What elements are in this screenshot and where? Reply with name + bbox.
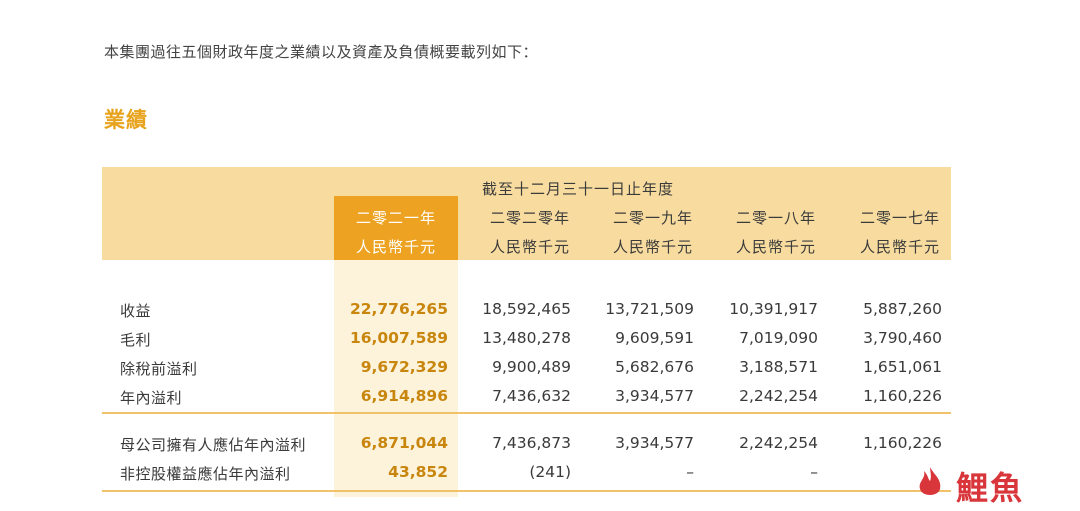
period-header: 截至十二月三十一日止年度 — [481, 180, 674, 198]
table-cell: 7,019,090 — [739, 329, 818, 347]
fire-icon — [919, 467, 941, 495]
row-label: 收益 — [120, 302, 152, 320]
table-cell: 5,887,260 — [863, 300, 942, 318]
col-header-year: 二零二一年 — [355, 209, 436, 227]
table-cell: 18,592,465 — [482, 300, 571, 318]
table-cell: (241) — [529, 463, 571, 481]
row-label: 母公司擁有人應佔年內溢利 — [120, 436, 307, 454]
table-cell: 13,721,509 — [605, 300, 694, 318]
row-label: 毛利 — [120, 331, 152, 349]
col-header-year: 二零二零年 — [489, 209, 570, 227]
col-header-year: 二零一七年 — [859, 209, 940, 227]
section-title: 業績 — [104, 108, 148, 132]
row-label: 非控股權益應佔年內溢利 — [120, 465, 291, 483]
table-cell: 9,672,329 — [360, 358, 448, 376]
table-cell: 10,391,917 — [729, 300, 818, 318]
table-cell: 7,436,632 — [492, 387, 571, 405]
table-cell: 6,914,896 — [360, 387, 448, 405]
table-cell: 1,651,061 — [863, 358, 942, 376]
watermark: 鯉魚 — [910, 463, 1060, 507]
intro-text: 本集團過往五個財政年度之業績以及資產及負債概要載列如下： — [104, 43, 539, 61]
col-header-unit: 人民幣千元 — [355, 238, 436, 256]
table-cell: 43,852 — [388, 463, 448, 481]
table-cell: – — [686, 463, 694, 481]
table-cell: 9,609,591 — [615, 329, 694, 347]
table-bottom-rule — [102, 490, 951, 492]
col-header-unit: 人民幣千元 — [489, 238, 570, 256]
table-cell: 3,188,571 — [739, 358, 818, 376]
table-cell: 1,160,226 — [863, 387, 942, 405]
col-header-year: 二零一九年 — [612, 209, 693, 227]
col-header-unit: 人民幣千元 — [735, 238, 816, 256]
table-cell: 13,480,278 — [482, 329, 571, 347]
row-label: 除稅前溢利 — [120, 360, 198, 378]
table-cell: 9,900,489 — [492, 358, 571, 376]
table-cell: 5,682,676 — [615, 358, 694, 376]
table-cell: 7,436,873 — [492, 434, 571, 452]
table-header-band — [102, 167, 951, 260]
table-divider — [102, 412, 951, 414]
table-cell: 2,242,254 — [739, 434, 818, 452]
col-header-unit: 人民幣千元 — [859, 238, 940, 256]
table-cell: 3,934,577 — [615, 387, 694, 405]
table-cell: 6,871,044 — [360, 434, 448, 452]
col-header-year: 二零一八年 — [735, 209, 816, 227]
row-label: 年內溢利 — [120, 389, 183, 407]
table-cell: 2,242,254 — [739, 387, 818, 405]
table-cell: 1,160,226 — [863, 434, 942, 452]
table-cell: 3,790,460 — [863, 329, 942, 347]
table-cell: 3,934,577 — [615, 434, 694, 452]
highlight-column-header — [334, 196, 458, 260]
watermark-text: 鯉魚 — [956, 469, 1025, 507]
table-cell: 22,776,265 — [349, 300, 448, 318]
table-cell: 16,007,589 — [349, 329, 448, 347]
table-cell: – — [810, 463, 818, 481]
col-header-unit: 人民幣千元 — [612, 238, 693, 256]
